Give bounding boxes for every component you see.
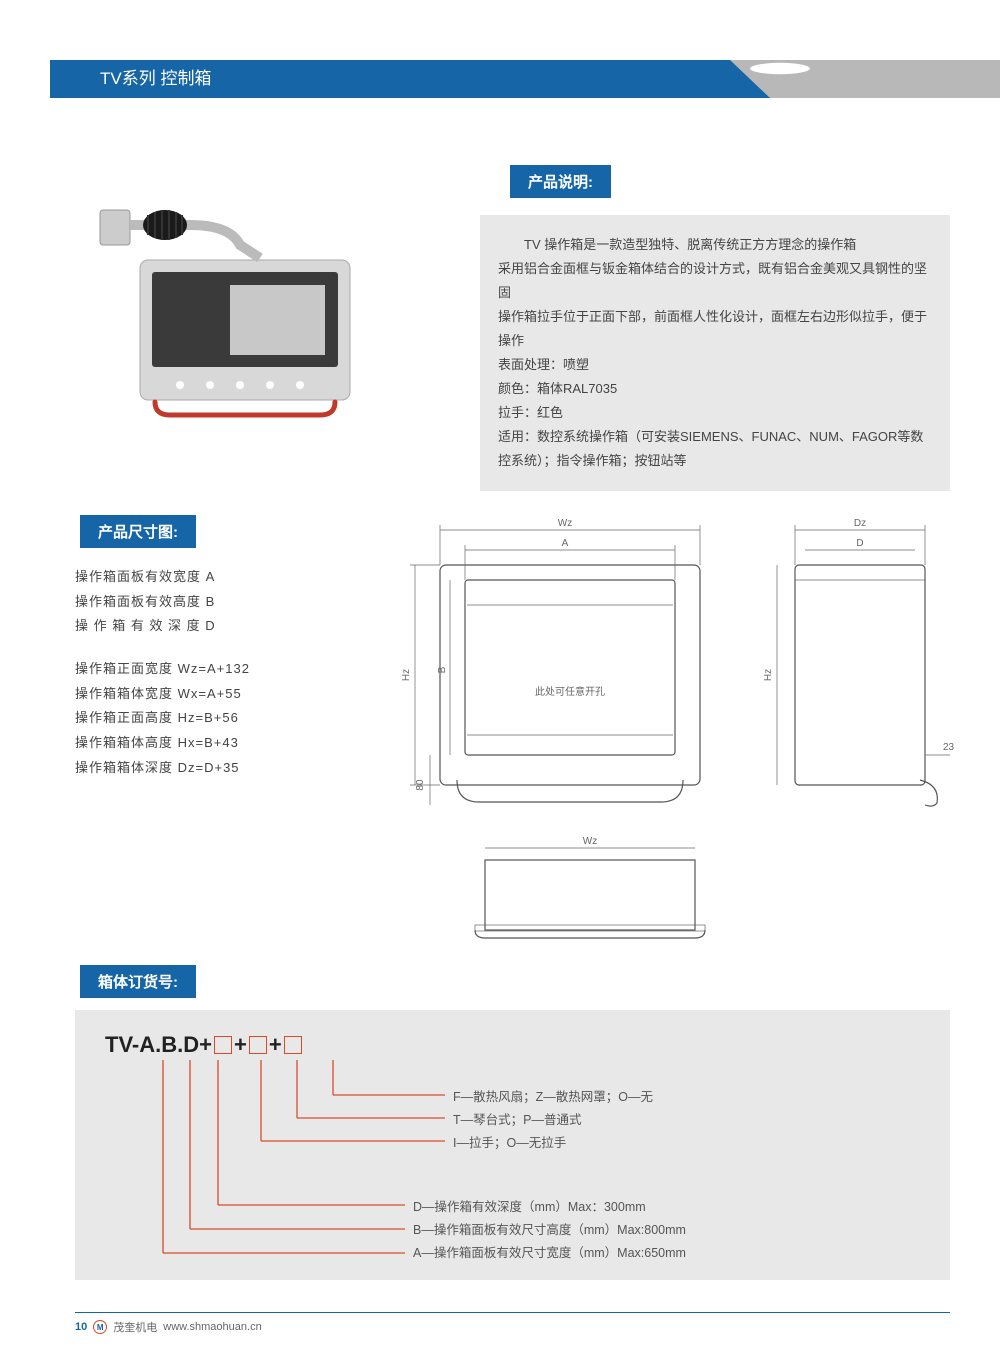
desc-line: TV 操作箱是一款造型独特、脱离传统正方方理念的操作箱 [498,233,932,257]
svg-text:B: B [437,666,448,673]
order-box: TV-A.B.D+++ F—散热风扇；Z—散热网罩；O—无 T—琴台式；P—普通… [75,1010,950,1280]
desc-line: 拉手：红色 [498,401,932,425]
order-line: D—操作箱有效深度（mm）Max：300mm [413,1196,686,1219]
header-accent [770,60,1000,98]
dim-line: 操作箱面板有效高度 B [75,590,250,615]
technical-drawing: Wz A B Hz 80 此处可任意开孔 Dz [395,510,955,940]
dim-line: 操 作 箱 有 效 深 度 D [75,614,250,639]
svg-text:Hz: Hz [763,669,774,681]
description-label: 产品说明: [510,165,611,198]
order-line: B—操作箱面板有效尺寸高度（mm）Max:800mm [413,1219,686,1242]
svg-text:Wz: Wz [558,518,572,529]
dim-line: 操作箱箱体高度 Hx=B+43 [75,731,250,756]
desc-line: 采用铝合金面框与钣金箱体结合的设计方式，既有铝合金美观又具钢性的坚固 [498,257,932,305]
order-line: T—琴台式；P—普通式 [453,1109,653,1132]
dimensions-text: 操作箱面板有效宽度 A 操作箱面板有效高度 B 操 作 箱 有 效 深 度 D … [75,565,250,781]
svg-text:Dz: Dz [854,518,866,529]
svg-text:D: D [856,538,863,549]
order-upper: F—散热风扇；Z—散热网罩；O—无 T—琴台式；P—普通式 I—拉手；O—无拉手 [453,1086,653,1155]
dim-line: 操作箱箱体深度 Dz=D+35 [75,756,250,781]
brand-name: 茂奎机电 [113,1319,157,1335]
order-line: I—拉手；O—无拉手 [453,1132,653,1155]
product-image [80,190,390,420]
page: TV系列 控制箱 产品说明: TV 操作箱是一款造型独特、脱离传统正方方理念的操… [0,0,1000,1365]
desc-line: 操作箱拉手位于正面下部，前面框人性化设计，面框左右边形似拉手，便于操作 [498,305,932,353]
brand-logo-icon: M [93,1320,107,1334]
dim-line: 操作箱正面宽度 Wz=A+132 [75,657,250,682]
dim-line: 操作箱面板有效宽度 A [75,565,250,590]
order-line: A—操作箱面板有效尺寸宽度（mm）Max:650mm [413,1242,686,1265]
ordering-label: 箱体订货号: [80,965,196,998]
svg-text:Hz: Hz [401,669,412,681]
footer: 10 M 茂奎机电 www.shmaohuan.cn [75,1312,950,1335]
svg-text:80: 80 [415,779,426,791]
header-bar: TV系列 控制箱 [50,60,1000,98]
desc-line: 适用：数控系统操作箱（可安装SIEMENS、FUNAC、NUM、FAGOR等数控… [498,425,932,473]
order-line: F—散热风扇；Z—散热网罩；O—无 [453,1086,653,1109]
svg-text:Wz: Wz [583,836,597,847]
dim-line: 操作箱箱体宽度 Wx=A+55 [75,682,250,707]
svg-text:23: 23 [943,742,955,753]
dim-line: 操作箱正面高度 Hz=B+56 [75,706,250,731]
svg-text:A: A [562,538,569,549]
svg-text:此处可任意开孔: 此处可任意开孔 [535,685,605,698]
footer-url: www.shmaohuan.cn [163,1321,261,1333]
desc-line: 表面处理：喷塑 [498,353,932,377]
desc-line: 颜色：箱体RAL7035 [498,377,932,401]
dimensions-label: 产品尺寸图: [80,515,196,548]
page-title: TV系列 控制箱 [50,60,770,98]
page-number: 10 [75,1321,87,1333]
order-lower: D—操作箱有效深度（mm）Max：300mm B—操作箱面板有效尺寸高度（mm）… [413,1196,686,1265]
description-box: TV 操作箱是一款造型独特、脱离传统正方方理念的操作箱 采用铝合金面框与钣金箱体… [480,215,950,491]
